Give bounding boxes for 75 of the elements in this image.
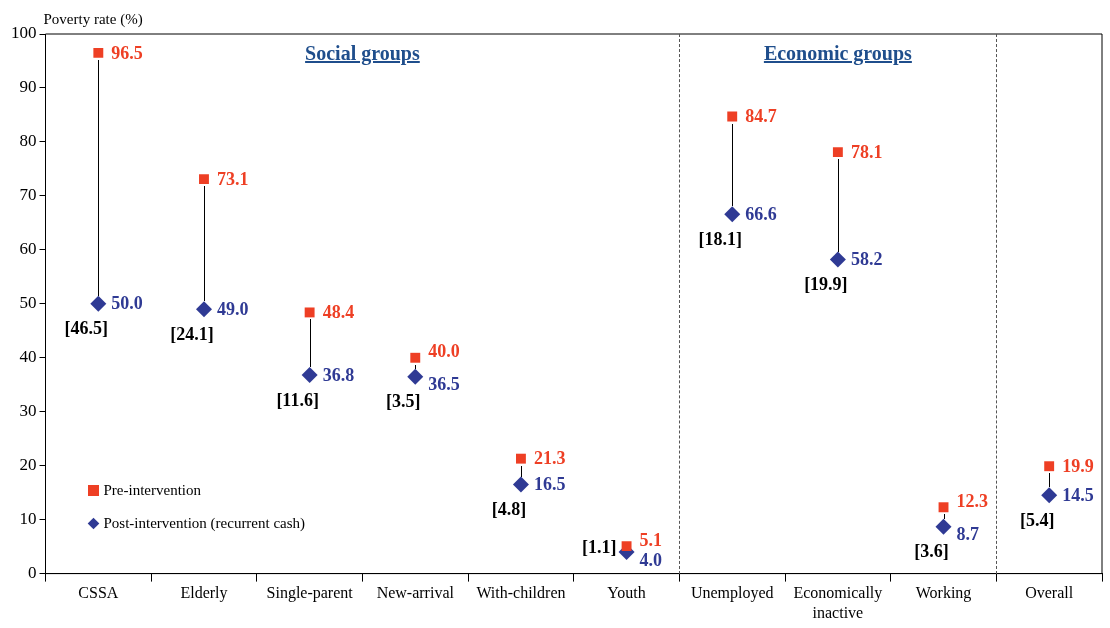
- point: [621, 541, 632, 552]
- point: [1044, 461, 1055, 472]
- x-tick-label: Elderly: [180, 584, 228, 603]
- point: [724, 206, 741, 223]
- x-tick-label: CSSA: [78, 584, 119, 602]
- data-label: 96.5: [111, 42, 143, 63]
- y-tick-label: 70: [19, 185, 37, 205]
- y-tick-label: 40: [19, 347, 37, 367]
- point: [515, 453, 526, 464]
- point: [938, 502, 949, 513]
- point: [93, 47, 104, 58]
- point: [195, 301, 212, 318]
- point: [832, 147, 843, 158]
- data-label: 58.2: [850, 249, 883, 270]
- annotation: Social groups: [305, 42, 420, 65]
- annotation: [19.9]: [804, 274, 848, 295]
- x-tick-label: Single-parent: [266, 584, 354, 603]
- annotation: [5.4]: [1019, 510, 1055, 531]
- data-label: 12.3: [956, 490, 989, 511]
- x-tick-label: Youth: [607, 584, 646, 602]
- point: [829, 251, 846, 268]
- annotation: [46.5]: [64, 318, 109, 339]
- data-label: 40.0: [428, 341, 460, 362]
- point: [304, 307, 315, 318]
- annotation: [1.1]: [582, 536, 617, 557]
- y-tick-label: 50: [19, 293, 37, 313]
- x-tick-label: Overall: [1025, 584, 1074, 602]
- data-label: 16.5: [533, 474, 566, 495]
- y-tick-label: 80: [19, 131, 37, 151]
- annotation: [11.6]: [276, 389, 319, 410]
- data-label: 78.1: [850, 141, 883, 162]
- annotation: [24.1]: [170, 323, 214, 344]
- data-label: 36.8: [322, 364, 355, 385]
- legend-label: Post-intervention (recurrent cash): [103, 514, 306, 532]
- x-tick-label: Economically inactive: [793, 584, 883, 621]
- point: [727, 111, 738, 122]
- data-label: 4.0: [639, 549, 663, 570]
- x-tick-label: With-children: [476, 584, 566, 602]
- x-tick-label: New-arrival: [376, 584, 455, 602]
- data-label: 36.5: [428, 374, 460, 395]
- point: [935, 518, 952, 535]
- data-label: 84.7: [745, 106, 777, 127]
- annotation: [3.6]: [914, 541, 949, 562]
- point: [1041, 487, 1058, 504]
- data-label: 21.3: [533, 448, 566, 469]
- data-label: 14.5: [1062, 485, 1094, 506]
- data-label: 49.0: [216, 298, 249, 319]
- annotation: [18.1]: [698, 228, 742, 249]
- y-tick-label: 60: [19, 239, 37, 259]
- point: [199, 174, 209, 185]
- data-label: 5.1: [639, 529, 663, 550]
- point: [407, 368, 424, 385]
- data-label: 19.9: [1062, 455, 1094, 476]
- y-axis-title: Poverty rate (%): [43, 11, 143, 29]
- point: [410, 352, 421, 363]
- legend-label: Pre-intervention: [103, 481, 201, 499]
- x-tick-label: Working: [915, 584, 972, 603]
- point: [512, 476, 529, 493]
- data-label: 48.4: [322, 302, 355, 323]
- annotation: Economic groups: [763, 42, 912, 65]
- y-tick-label: 100: [11, 23, 37, 43]
- annotation: [3.5]: [386, 391, 421, 412]
- data-label: 8.7: [956, 524, 980, 545]
- y-tick-label: 20: [19, 455, 37, 475]
- y-tick-label: 90: [19, 77, 37, 97]
- data-label: 50.0: [111, 293, 143, 314]
- data-label: 66.6: [745, 203, 777, 224]
- y-tick-label: 0: [28, 563, 37, 583]
- annotation: [4.8]: [491, 499, 527, 520]
- y-tick-label: 10: [19, 509, 37, 529]
- y-tick-label: 30: [19, 401, 37, 421]
- point: [90, 295, 107, 312]
- point: [301, 367, 318, 384]
- data-label: 73.1: [216, 168, 249, 189]
- x-tick-label: Unemployed: [690, 584, 774, 603]
